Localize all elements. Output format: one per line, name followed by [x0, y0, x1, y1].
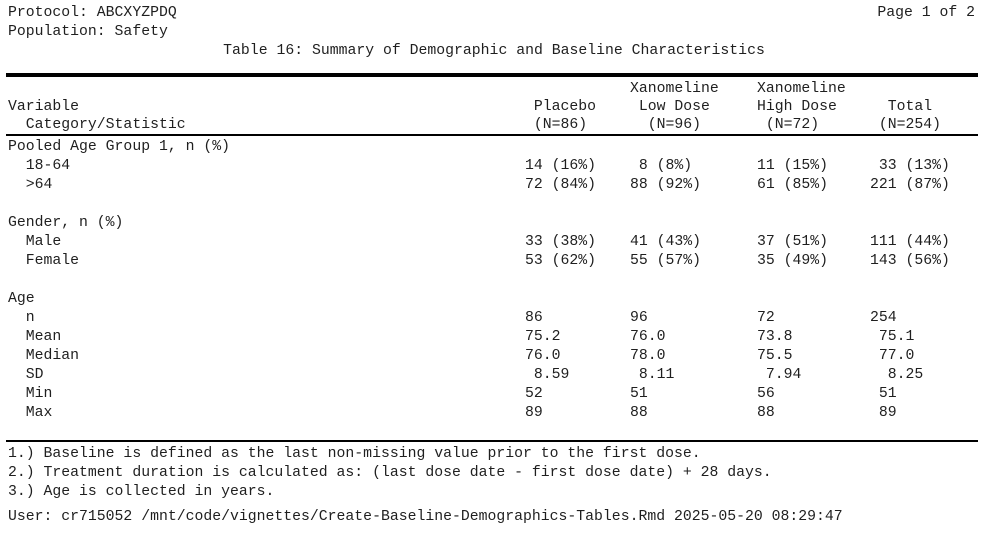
row-label: SD — [8, 367, 44, 383]
section-pooled-age-group: Pooled Age Group 1, n (%) 18-64 14 (16%)… — [0, 138, 988, 195]
cell-placebo: 33 (38%) — [525, 234, 597, 250]
section-header-row: Age — [0, 290, 988, 309]
population-line: Population: Safety — [8, 24, 168, 40]
table-row: Min 52 51 56 51 — [0, 385, 988, 404]
table-row: Female 53 (62%) 55 (57%) 35 (49%) 143 (5… — [0, 252, 988, 271]
cell-low-dose: 88 — [630, 405, 648, 421]
table-header-row: Variable Category/Statistic Placebo (N=8… — [0, 80, 988, 134]
cell-total: 8.25 — [870, 367, 924, 383]
cell-high-dose: 7.94 — [757, 367, 802, 383]
table-row: Median 76.0 78.0 75.5 77.0 — [0, 347, 988, 366]
cell-high-dose: 72 — [757, 310, 775, 326]
cell-total: 111 (44%) — [870, 234, 950, 250]
table-row: Male 33 (38%) 41 (43%) 37 (51%) 111 (44%… — [0, 233, 988, 252]
cell-placebo: 52 — [525, 386, 543, 402]
table-top-rule — [6, 73, 978, 77]
cell-total: 75.1 — [870, 329, 915, 345]
table-row: SD 8.59 8.11 7.94 8.25 — [0, 366, 988, 385]
cell-total: 254 — [870, 310, 897, 326]
cell-low-dose: 8 (8%) — [630, 158, 693, 174]
cell-placebo: 14 (16%) — [525, 158, 597, 174]
cell-low-dose: 8.11 — [630, 367, 675, 383]
section-header-row: Gender, n (%) — [0, 214, 988, 233]
cell-total: 77.0 — [870, 348, 915, 364]
cell-low-dose: 88 (92%) — [630, 177, 702, 193]
table-row: Max 89 88 88 89 — [0, 404, 988, 423]
cell-placebo: 76.0 — [525, 348, 561, 364]
cell-placebo: 53 (62%) — [525, 253, 597, 269]
table-row: 18-64 14 (16%) 8 (8%) 11 (15%) 33 (13%) — [0, 157, 988, 176]
section-gender: Gender, n (%) Male 33 (38%) 41 (43%) 37 … — [0, 214, 988, 271]
cell-low-dose: 51 — [630, 386, 648, 402]
column-header-variable: Variable Category/Statistic — [8, 99, 186, 133]
row-label: n — [8, 310, 35, 326]
cell-low-dose: 78.0 — [630, 348, 666, 364]
cell-high-dose: 37 (51%) — [757, 234, 829, 250]
cell-total: 221 (87%) — [870, 177, 950, 193]
cell-high-dose: 73.8 — [757, 329, 793, 345]
footer-user-line: User: cr715052 /mnt/code/vignettes/Creat… — [8, 509, 843, 525]
cell-high-dose: 56 — [757, 386, 775, 402]
row-label: Median — [8, 348, 80, 364]
table-title: Table 16: Summary of Demographic and Bas… — [223, 43, 765, 59]
row-label: Female — [8, 253, 80, 269]
section-age: Age n 86 96 72 254 Mean 75.2 76.0 73.8 7… — [0, 290, 988, 423]
cell-high-dose: 88 — [757, 405, 775, 421]
cell-total: 143 (56%) — [870, 253, 950, 269]
footnote-3: 3.) Age is collected in years. — [8, 484, 275, 500]
row-label: Male — [8, 234, 62, 250]
cell-high-dose: 11 (15%) — [757, 158, 829, 174]
cell-placebo: 86 — [525, 310, 543, 326]
row-label: Min — [8, 386, 53, 402]
cell-high-dose: 75.5 — [757, 348, 793, 364]
table-header-rule — [6, 134, 978, 136]
row-label: >64 — [8, 177, 53, 193]
cell-high-dose: 61 (85%) — [757, 177, 829, 193]
cell-high-dose: 35 (49%) — [757, 253, 829, 269]
page-indicator: Page 1 of 2 — [877, 5, 975, 21]
table-row: Mean 75.2 76.0 73.8 75.1 — [0, 328, 988, 347]
footnote-2: 2.) Treatment duration is calculated as:… — [8, 465, 772, 481]
cell-placebo: 89 — [525, 405, 543, 421]
column-header-high-dose: Xanomeline High Dose (N=72) — [757, 81, 846, 133]
cell-low-dose: 55 (57%) — [630, 253, 702, 269]
protocol-line: Protocol: ABCXYZPDQ — [8, 5, 177, 21]
row-label: Mean — [8, 329, 62, 345]
cell-placebo: 75.2 — [525, 329, 561, 345]
footnote-1: 1.) Baseline is defined as the last non-… — [8, 446, 701, 462]
section-header-row: Pooled Age Group 1, n (%) — [0, 138, 988, 157]
table-row: n 86 96 72 254 — [0, 309, 988, 328]
column-header-total: Total (N=254) — [878, 99, 942, 133]
cell-total: 33 (13%) — [870, 158, 950, 174]
table-row: >64 72 (84%) 88 (92%) 61 (85%) 221 (87%) — [0, 176, 988, 195]
column-header-low-dose: Xanomeline Low Dose (N=96) — [630, 81, 719, 133]
table-bottom-rule — [6, 440, 978, 442]
cell-total: 51 — [870, 386, 897, 402]
section-label: Pooled Age Group 1, n (%) — [8, 139, 230, 155]
cell-total: 89 — [870, 405, 897, 421]
cell-low-dose: 41 (43%) — [630, 234, 702, 250]
row-label: 18-64 — [8, 158, 71, 174]
cell-low-dose: 96 — [630, 310, 648, 326]
cell-low-dose: 76.0 — [630, 329, 666, 345]
cell-placebo: 72 (84%) — [525, 177, 597, 193]
column-header-placebo: Placebo (N=86) — [533, 99, 597, 133]
cell-placebo: 8.59 — [525, 367, 570, 383]
footnotes: 1.) Baseline is defined as the last non-… — [0, 445, 988, 502]
table-body: Pooled Age Group 1, n (%) 18-64 14 (16%)… — [0, 138, 988, 423]
section-label: Age — [8, 291, 35, 307]
row-label: Max — [8, 405, 53, 421]
section-label: Gender, n (%) — [8, 215, 124, 231]
